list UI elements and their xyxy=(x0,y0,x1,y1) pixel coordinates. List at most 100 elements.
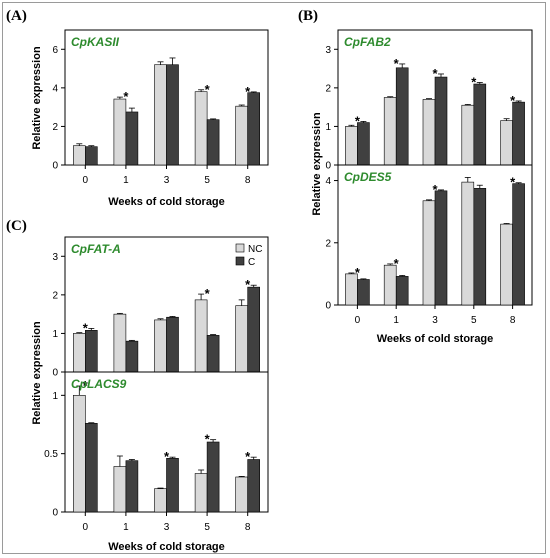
significance-star: * xyxy=(245,449,251,464)
bar-NC-1 xyxy=(383,97,397,166)
significance-star: * xyxy=(83,320,89,335)
bar-NC-3 xyxy=(422,99,436,166)
significance-star: * xyxy=(510,175,516,190)
x-tick-label: 5 xyxy=(204,522,210,533)
bar-NC-0 xyxy=(73,395,86,513)
gene-title: CpKASII xyxy=(71,35,120,49)
y-tick-label: 0 xyxy=(325,301,331,312)
gene-title: CpFAB2 xyxy=(344,35,391,49)
bar-NC-1 xyxy=(113,98,127,166)
bar-C-1 xyxy=(125,111,139,166)
significance-star: * xyxy=(205,432,211,447)
significance-star: * xyxy=(355,113,361,128)
bar-NC-8 xyxy=(500,223,513,306)
y-tick-label: 1 xyxy=(52,329,58,340)
bar-NC-0 xyxy=(345,126,358,166)
figure-border xyxy=(2,2,546,554)
bar-NC-3 xyxy=(422,200,436,306)
significance-star: * xyxy=(245,84,251,99)
significance-star: * xyxy=(123,89,129,104)
x-tick-label: 0 xyxy=(83,522,89,533)
bar-NC-8 xyxy=(500,120,513,166)
bar-C-0 xyxy=(85,330,98,373)
x-tick-label: 1 xyxy=(393,315,399,326)
chart-des5: 0 2 4 * 0 * 1 * 3 5 * 8 CpDES5 Weeks of cold storage xyxy=(325,164,533,345)
y-tick-label: 1 xyxy=(325,122,331,133)
x-tick-label: 8 xyxy=(245,522,251,533)
y-tick-label: 2 xyxy=(325,238,331,249)
y-tick-label: 6 xyxy=(52,45,58,56)
panel-label: (C) xyxy=(6,218,27,234)
y-tick-label: 3 xyxy=(325,45,331,56)
y-axis-label: Relative expression xyxy=(31,321,43,425)
panel-label: (A) xyxy=(6,8,27,24)
bar-C-1 xyxy=(395,67,409,166)
bar-C-5 xyxy=(473,83,487,166)
y-tick-label: 4 xyxy=(52,83,58,94)
legend-label-c: C xyxy=(248,257,255,268)
bar-NC-1 xyxy=(113,466,127,513)
bar-C-0 xyxy=(85,423,98,513)
y-tick-label: 0 xyxy=(325,161,331,172)
bar-C-0 xyxy=(357,122,370,166)
significance-star: * xyxy=(205,286,211,301)
bar-C-5 xyxy=(206,335,220,373)
bar-NC-3 xyxy=(154,319,167,373)
bar-C-3 xyxy=(434,190,448,306)
bar-C-3 xyxy=(166,316,179,373)
y-axis-label: Relative expression xyxy=(31,46,43,150)
bar-C-5 xyxy=(206,441,220,513)
bar-NC-8 xyxy=(235,305,248,373)
chart-kasii: 0 2 4 6 0 * 1 3 * 5 * 8 CpKASII Weeks of cold storage… xyxy=(6,8,269,208)
panel-label: (B) xyxy=(298,8,318,24)
significance-star: * xyxy=(205,82,211,97)
bar-C-3 xyxy=(166,458,179,513)
bar-NC-5 xyxy=(194,91,208,166)
legend-label-nc: NC xyxy=(248,244,262,255)
legend-swatch-c xyxy=(235,256,245,266)
bar-NC-5 xyxy=(194,299,208,373)
bar-NC-8 xyxy=(235,476,248,513)
bar-C-1 xyxy=(125,340,139,373)
gene-title: CpDES5 xyxy=(344,170,392,184)
y-tick-label: 1 xyxy=(52,391,58,402)
x-tick-label: 3 xyxy=(164,522,170,533)
y-tick-label: 0.5 xyxy=(44,449,58,460)
bar-C-3 xyxy=(434,76,448,166)
bar-C-1 xyxy=(125,460,139,513)
y-axis-label: Relative expression xyxy=(311,112,323,216)
significance-star: * xyxy=(510,93,516,108)
x-tick-label: 3 xyxy=(432,315,438,326)
significance-star: * xyxy=(471,74,477,89)
bar-NC-0 xyxy=(73,145,86,166)
bar-C-8 xyxy=(247,459,260,513)
bar-C-5 xyxy=(206,119,220,166)
y-tick-label: 4 xyxy=(325,176,331,187)
bar-NC-5 xyxy=(194,473,208,513)
x-tick-label: 1 xyxy=(123,175,129,186)
x-tick-label: 0 xyxy=(83,175,89,186)
x-axis-label: Weeks of cold storage xyxy=(108,196,225,208)
bar-C-0 xyxy=(357,279,370,306)
bar-NC-0 xyxy=(73,333,86,373)
significance-star: * xyxy=(394,256,400,271)
significance-star: * xyxy=(245,277,251,292)
significance-star: * xyxy=(164,449,170,464)
significance-star: * xyxy=(83,378,89,393)
bar-C-8 xyxy=(512,101,525,166)
bar-C-0 xyxy=(85,146,98,166)
x-tick-label: 8 xyxy=(510,315,516,326)
legend: NC C xyxy=(235,243,262,268)
bar-C-5 xyxy=(473,188,487,306)
y-tick-label: 0 xyxy=(52,368,58,379)
gene-title: CpLACS9 xyxy=(71,377,127,391)
gene-title: CpFAT-A xyxy=(71,242,121,256)
x-tick-label: 3 xyxy=(164,175,170,186)
bar-NC-1 xyxy=(113,313,127,373)
bar-NC-3 xyxy=(154,64,167,166)
bar-C-8 xyxy=(512,183,525,306)
x-axis-label: Weeks of cold storage xyxy=(108,541,225,553)
legend-swatch-nc xyxy=(235,243,245,253)
significance-star: * xyxy=(432,182,438,197)
